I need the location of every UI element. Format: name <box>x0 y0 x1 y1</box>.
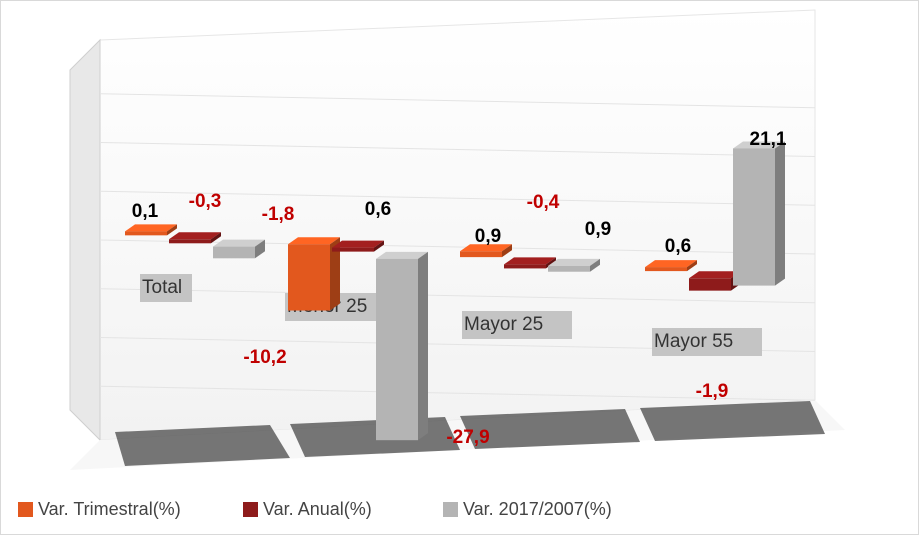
bar <box>376 251 428 441</box>
value-label: -27,9 <box>446 427 489 448</box>
value-label: -0,4 <box>527 192 560 213</box>
grid-line <box>99 93 816 109</box>
bar <box>733 141 785 286</box>
bar-top <box>288 237 340 245</box>
grid-line <box>99 288 816 304</box>
grid-line <box>99 142 816 157</box>
value-label: -1,8 <box>262 204 295 225</box>
bar <box>548 258 600 272</box>
category-box <box>462 311 572 339</box>
value-label: 0,9 <box>585 219 611 240</box>
bar-top <box>460 244 512 252</box>
bar-front <box>689 278 731 291</box>
value-label: 21,1 <box>750 129 787 150</box>
value-label: 0,9 <box>475 226 501 247</box>
bar-side <box>211 232 221 244</box>
bar <box>645 260 697 272</box>
value-label: 0,6 <box>365 199 391 220</box>
bar-front <box>288 244 330 311</box>
floor-shadows <box>115 401 825 466</box>
legend-label: Var. Trimestral(%) <box>38 499 181 519</box>
value-label: 0,1 <box>132 201 159 222</box>
value-label: -0,3 <box>189 191 222 212</box>
bar-side <box>687 260 697 272</box>
category-label: Total <box>142 277 182 298</box>
value-label: -10,2 <box>243 347 286 368</box>
bar-top <box>213 239 265 247</box>
bar-front <box>733 148 775 286</box>
legend-label: Var. Anual(%) <box>263 499 372 519</box>
bar-side <box>775 141 785 286</box>
category-label: Mayor 55 <box>654 331 733 352</box>
back-wall <box>99 9 816 441</box>
bar-top <box>645 260 697 268</box>
bar-top <box>332 240 384 248</box>
bar-front <box>460 251 502 258</box>
legend-swatch <box>443 502 458 517</box>
bar <box>213 239 265 259</box>
bar-front <box>548 265 590 272</box>
category-label: Mayor 25 <box>464 314 543 335</box>
bar-side <box>590 258 600 272</box>
category-box <box>140 274 192 302</box>
bar-side <box>418 251 428 441</box>
bar-top <box>548 258 600 266</box>
side-wall <box>69 38 101 442</box>
bar-front <box>645 267 687 272</box>
bar-side <box>167 224 177 236</box>
bar-top <box>376 251 428 259</box>
legend-label: Var. 2017/2007(%) <box>463 499 612 519</box>
bar-front <box>125 231 167 236</box>
bar-side <box>255 239 265 259</box>
bar <box>460 244 512 258</box>
bar-side <box>374 240 384 252</box>
legend-swatch <box>18 502 33 517</box>
value-label: 0,6 <box>665 236 691 257</box>
category-box <box>652 328 762 356</box>
bar-top <box>733 141 785 149</box>
bar <box>332 240 384 252</box>
value-label: -1,9 <box>696 381 729 402</box>
bar-side <box>502 244 512 258</box>
bar-front <box>332 247 374 252</box>
bar-top <box>169 232 221 240</box>
bar <box>125 224 177 236</box>
bar-top <box>504 257 556 265</box>
bar-front <box>376 258 418 441</box>
bar <box>169 232 221 244</box>
bar-top <box>689 271 741 279</box>
bar-top <box>125 224 177 232</box>
bar-front <box>213 246 255 259</box>
grid-line <box>99 190 816 206</box>
bar-side <box>330 237 340 311</box>
bar-front <box>504 264 546 269</box>
grid-line <box>99 385 816 401</box>
bar <box>288 237 340 311</box>
bar-front <box>169 239 211 244</box>
legend-swatch <box>243 502 258 517</box>
